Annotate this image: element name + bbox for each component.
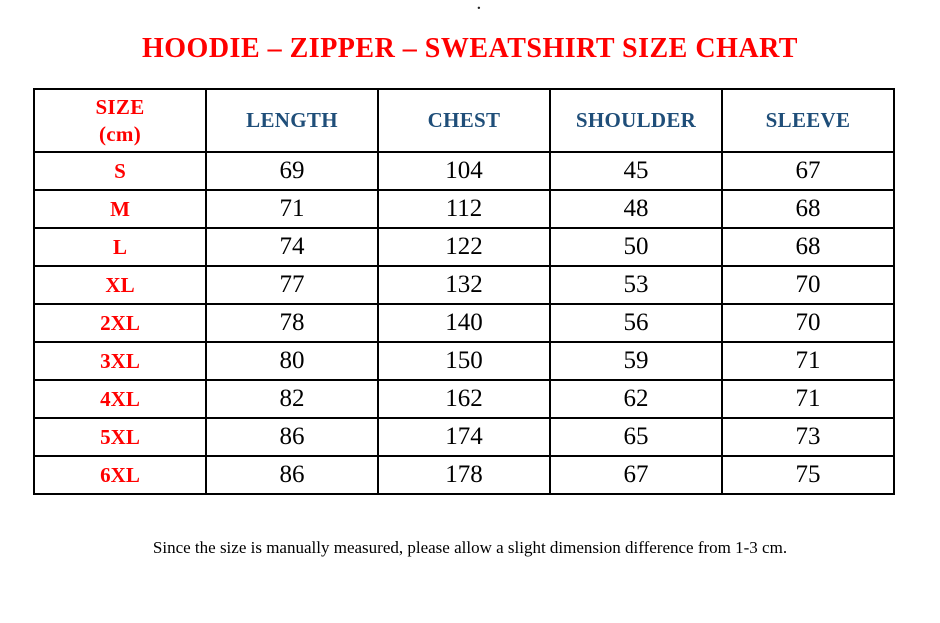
table-row-4xl: 4XL 82 162 62 71 (33, 379, 895, 419)
table-body: S 69 104 45 67 M 71 112 48 68 L 74 122 5… (33, 151, 895, 495)
chest-value: 178 (377, 455, 551, 495)
sleeve-value: 70 (721, 265, 895, 305)
shoulder-value: 67 (549, 455, 723, 495)
column-header-chest: CHEST (377, 88, 551, 153)
header-row: SIZE (cm) LENGTH CHEST SHOULDER SLEEVE (33, 88, 895, 153)
table-row-m: M 71 112 48 68 (33, 189, 895, 229)
shoulder-value: 59 (549, 341, 723, 381)
table-row-3xl: 3XL 80 150 59 71 (33, 341, 895, 381)
measurement-note: Since the size is manually measured, ple… (152, 538, 788, 557)
chest-value: 140 (377, 303, 551, 343)
size-label: XL (33, 265, 207, 305)
size-label: 6XL (33, 455, 207, 495)
column-header-sleeve: SLEEVE (721, 88, 895, 153)
table-row-l: L 74 122 50 68 (33, 227, 895, 267)
chest-value: 150 (377, 341, 551, 381)
size-label: 3XL (33, 341, 207, 381)
table-header: SIZE (cm) LENGTH CHEST SHOULDER SLEEVE (33, 88, 895, 153)
size-label: 2XL (33, 303, 207, 343)
size-label: M (33, 189, 207, 229)
chest-value: 104 (377, 151, 551, 191)
column-header-length: LENGTH (205, 88, 379, 153)
length-value: 86 (205, 417, 379, 457)
chest-value: 112 (377, 189, 551, 229)
size-label: 5XL (33, 417, 207, 457)
table-row-s: S 69 104 45 67 (33, 151, 895, 191)
length-value: 77 (205, 265, 379, 305)
length-value: 86 (205, 455, 379, 495)
shoulder-value: 62 (549, 379, 723, 419)
size-label: S (33, 151, 207, 191)
chest-value: 122 (377, 227, 551, 267)
sleeve-value: 71 (721, 341, 895, 381)
column-header-shoulder: SHOULDER (549, 88, 723, 153)
chest-value: 174 (377, 417, 551, 457)
shoulder-value: 56 (549, 303, 723, 343)
chest-value: 132 (377, 265, 551, 305)
length-value: 80 (205, 341, 379, 381)
table-row-6xl: 6XL 86 178 67 75 (33, 455, 895, 495)
sleeve-value: 68 (721, 189, 895, 229)
shoulder-value: 50 (549, 227, 723, 267)
stray-dot: . (477, 0, 481, 13)
length-value: 74 (205, 227, 379, 267)
table-row-xl: XL 77 132 53 70 (33, 265, 895, 305)
length-value: 78 (205, 303, 379, 343)
sleeve-value: 75 (721, 455, 895, 495)
page-title: HOODIE – ZIPPER – SWEATSHIRT SIZE CHART (142, 33, 798, 64)
shoulder-value: 45 (549, 151, 723, 191)
column-header-size: SIZE (cm) (33, 88, 207, 153)
length-value: 82 (205, 379, 379, 419)
length-value: 71 (205, 189, 379, 229)
sleeve-value: 70 (721, 303, 895, 343)
sleeve-value: 67 (721, 151, 895, 191)
size-label: 4XL (33, 379, 207, 419)
shoulder-value: 48 (549, 189, 723, 229)
length-value: 69 (205, 151, 379, 191)
sleeve-value: 71 (721, 379, 895, 419)
chest-value: 162 (377, 379, 551, 419)
sleeve-value: 73 (721, 417, 895, 457)
shoulder-value: 53 (549, 265, 723, 305)
shoulder-value: 65 (549, 417, 723, 457)
sleeve-value: 68 (721, 227, 895, 267)
table-row-2xl: 2XL 78 140 56 70 (33, 303, 895, 343)
size-chart-table: SIZE (cm) LENGTH CHEST SHOULDER SLEEVE S… (33, 88, 895, 495)
size-label: L (33, 227, 207, 267)
table-row-5xl: 5XL 86 174 65 73 (33, 417, 895, 457)
